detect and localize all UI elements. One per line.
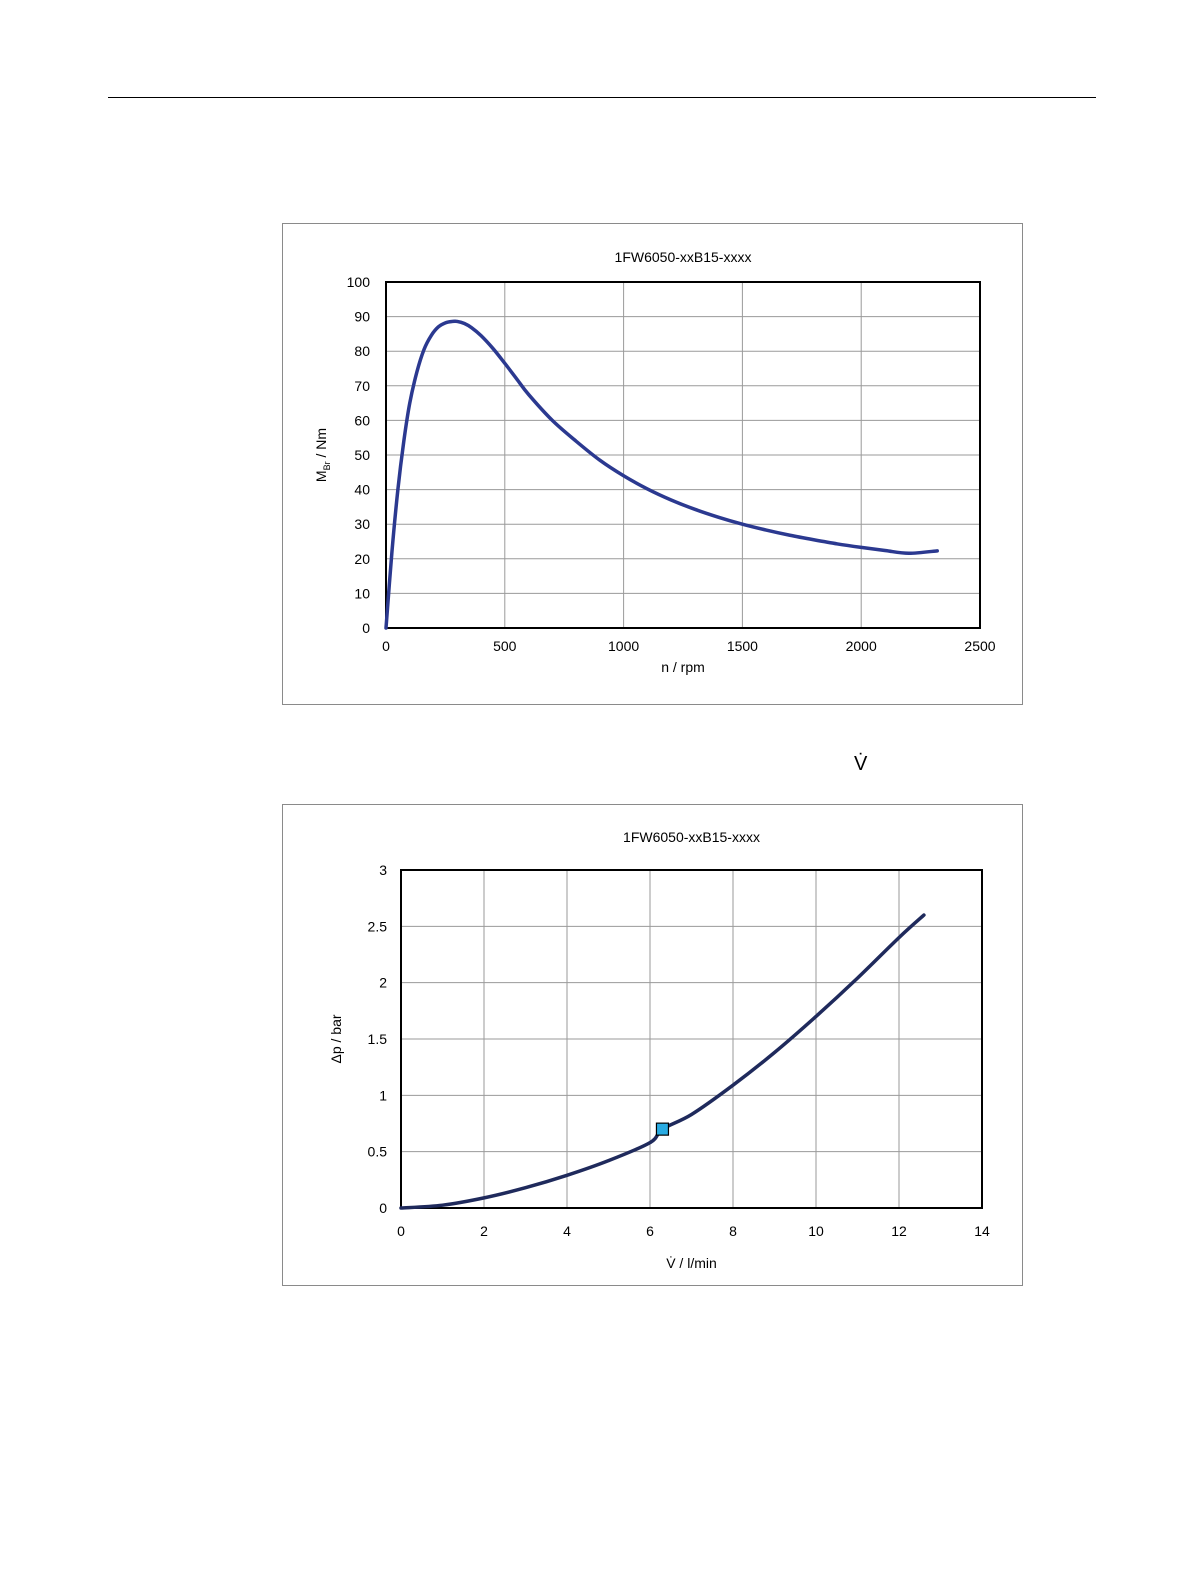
x-tick-label: 6 [646, 1223, 654, 1239]
x-tick-label: 2500 [964, 638, 995, 654]
x-tick-label: 12 [891, 1223, 907, 1239]
x-tick-label: 1000 [608, 638, 639, 654]
y-tick-label: 30 [354, 516, 370, 532]
x-tick-label: 1500 [727, 638, 758, 654]
data-series-line [399, 913, 926, 1210]
y-tick-label: 0 [362, 620, 370, 636]
x-tick-label: 500 [493, 638, 517, 654]
x-tick-label: 2 [480, 1223, 488, 1239]
flow-symbol-caption: V̇ [854, 753, 868, 775]
x-tick-label: 8 [729, 1223, 737, 1239]
y-tick-label: 3 [379, 862, 387, 878]
y-tick-label: 20 [354, 551, 370, 567]
x-tick-label: 0 [382, 638, 390, 654]
y-axis-label: Δp / bar [328, 1014, 344, 1063]
plot-area-border [400, 869, 983, 1209]
y-tick-label: 90 [354, 309, 370, 325]
x-tick-label: 4 [563, 1223, 571, 1239]
chart-title: 1FW6050-xxB15-xxxx [615, 249, 752, 265]
x-tick-label: 14 [974, 1223, 990, 1239]
y-axis-label: MBr / Nm [313, 428, 332, 482]
y-tick-label: 2 [379, 975, 387, 991]
x-tick-label: 10 [808, 1223, 824, 1239]
y-tick-label: 50 [354, 447, 370, 463]
data-series-line [384, 319, 939, 630]
pressure-drop-chart-svg: 1FW6050-xxB15-xxxx 0 0.5 1 1.5 2 2.5 3 0 2 4 6 8 10 12… [328, 829, 990, 1271]
x-tick-label: 0 [397, 1223, 405, 1239]
y-tick-label: 10 [354, 585, 370, 601]
y-tick-label: 60 [354, 412, 370, 428]
x-axis-label: n / rpm [661, 659, 705, 675]
y-axis-label-unit: / Nm [313, 428, 329, 461]
y-tick-label: 0 [379, 1200, 387, 1216]
pressure-drop-chart: 1FW6050-xxB15-xxxx 0 0.5 1 1.5 2 2.5 3 0 2 4 6 8 10 12… [282, 804, 1023, 1286]
y-tick-label: 0.5 [368, 1144, 388, 1160]
torque-chart: 1FW6050-xxB15-xxxx 0 10 20 30 40 50 60 70 80 90 100… [282, 223, 1023, 705]
y-tick-label: 40 [354, 482, 370, 498]
y-tick-label: 70 [354, 378, 370, 394]
y-axis-label-subscript: Br [322, 461, 332, 470]
y-tick-label: 1 [379, 1087, 387, 1103]
y-tick-label: 80 [354, 343, 370, 359]
y-axis-label-symbol: M [313, 470, 329, 482]
operating-point-marker [655, 1122, 670, 1136]
x-axis-label: V̇ / l/min [666, 1255, 717, 1271]
plot-area-border [385, 281, 981, 629]
x-tick-label: 2000 [846, 638, 877, 654]
torque-chart-svg: 1FW6050-xxB15-xxxx 0 10 20 30 40 50 60 70 80 90 100… [313, 249, 996, 675]
header-rule [108, 97, 1096, 98]
chart-title: 1FW6050-xxB15-xxxx [623, 829, 760, 845]
y-tick-label: 1.5 [368, 1031, 388, 1047]
y-tick-label: 100 [347, 274, 371, 290]
y-tick-label: 2.5 [368, 918, 388, 934]
